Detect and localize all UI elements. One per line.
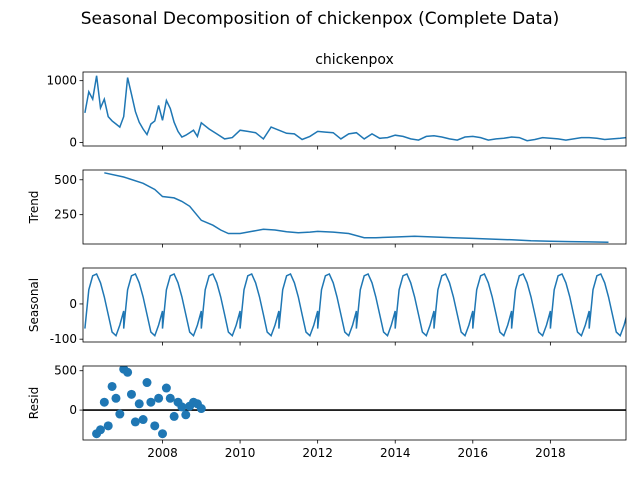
- resid-point: [161, 383, 171, 393]
- resid-xtick-label: 2012: [302, 446, 333, 460]
- resid-xtick-label: 2018: [535, 446, 566, 460]
- seasonal-axes-frame: [82, 267, 627, 343]
- resid-point: [103, 421, 113, 431]
- seasonal-panel: -100 0 Seasonal: [27, 267, 627, 346]
- trend-panel: 250 500 Trend: [27, 169, 627, 248]
- resid-xtick-label: 2008: [147, 446, 178, 460]
- figure-title: Seasonal Decomposition of chickenpox (Co…: [81, 9, 560, 29]
- resid-point: [123, 367, 133, 377]
- observed-title: chickenpox: [315, 52, 394, 68]
- resid-point: [150, 421, 160, 431]
- resid-xtick-label: 2010: [225, 446, 256, 460]
- observed-axes-frame: [82, 71, 627, 147]
- trend-axes-frame: [82, 169, 627, 245]
- trend-ylabel: Trend: [27, 191, 41, 225]
- resid-plot-area: [83, 366, 626, 439]
- resid-point: [126, 389, 136, 399]
- seasonal-ytick-label: -100: [50, 332, 77, 346]
- resid-point: [99, 397, 109, 407]
- resid-xtick-label: 2016: [458, 446, 489, 460]
- resid-ylabel: Resid: [27, 387, 41, 419]
- resid-point: [146, 397, 156, 407]
- resid-point: [169, 411, 179, 421]
- seasonal-ylabel: Seasonal: [27, 278, 41, 332]
- resid-point: [165, 393, 175, 403]
- resid-xtick-label: 2014: [380, 446, 411, 460]
- resid-point: [154, 393, 164, 403]
- trend-plot-area: [104, 172, 609, 244]
- observed-ytick-label: 1000: [46, 74, 77, 88]
- resid-point: [107, 381, 117, 391]
- observed-plot-area: [84, 75, 626, 142]
- observed-series-line: [84, 75, 626, 142]
- resid-point: [142, 378, 152, 388]
- trend-ytick-label: 500: [54, 173, 77, 187]
- trend-series-line: [104, 172, 609, 244]
- resid-axes-frame: [82, 365, 627, 441]
- resid-point: [177, 402, 187, 412]
- resid-point: [158, 429, 168, 439]
- observed-panel: chickenpox 0 1000: [46, 52, 627, 150]
- trend-ytick-label: 250: [54, 208, 77, 222]
- resid-panel: 0 500 2008 2010 2012 2014 2016 2018 Resid: [27, 364, 627, 460]
- resid-point: [134, 399, 144, 409]
- resid-point: [181, 410, 191, 420]
- resid-point: [95, 425, 105, 435]
- resid-ytick-label: 0: [69, 403, 77, 417]
- seasonal-ytick-label: 0: [69, 297, 77, 311]
- resid-point: [196, 404, 206, 414]
- resid-point: [115, 409, 125, 419]
- resid-ytick-label: 500: [54, 364, 77, 378]
- observed-ytick-label: 0: [69, 136, 77, 150]
- seasonal-series-line: [84, 272, 626, 338]
- resid-point: [138, 415, 148, 425]
- resid-point: [130, 417, 140, 427]
- seasonal-plot-area: [84, 272, 626, 338]
- resid-point: [111, 393, 121, 403]
